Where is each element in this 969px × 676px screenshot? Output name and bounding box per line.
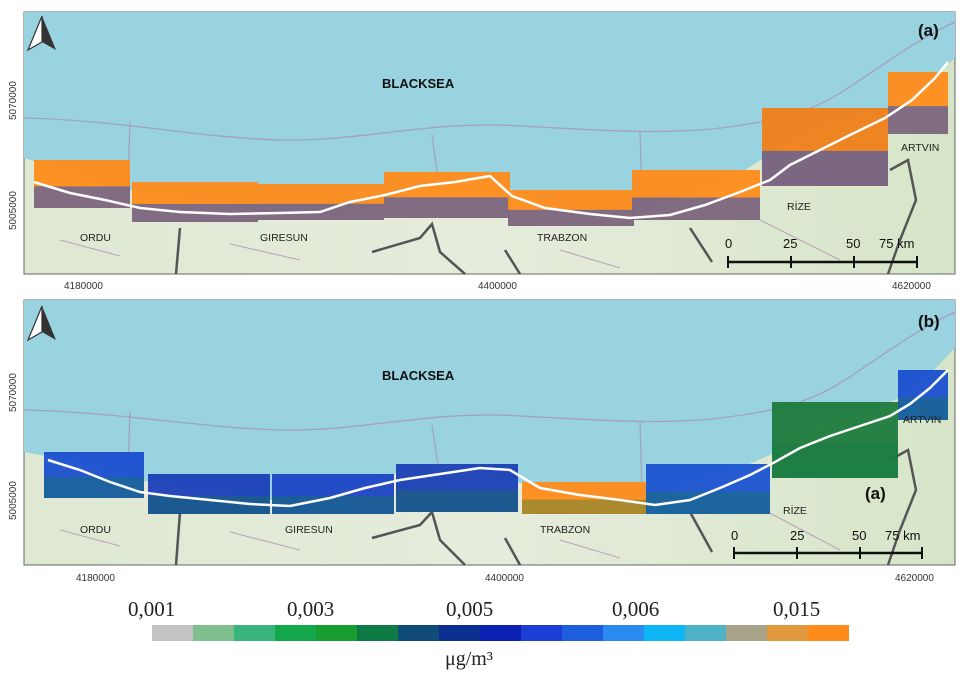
scale-bar-a: 0 25 50 75 km	[725, 236, 918, 268]
concentration-zone	[272, 496, 394, 514]
concentration-zone	[384, 197, 510, 218]
scale-label-25-b: 25	[790, 528, 804, 543]
map-figure: (a) BLACKSEA ORDU GIRESUN TRABZON RİZE A…	[8, 11, 956, 584]
concentration-zone	[762, 150, 888, 186]
legend-swatch	[685, 625, 726, 641]
legend-swatch	[808, 625, 849, 641]
concentration-segment	[148, 474, 270, 514]
x-tick-4400000-a: 4400000	[478, 281, 517, 292]
scale-label-75-a: 75 km	[879, 236, 914, 251]
legend-value-0015: 0,015	[773, 597, 821, 621]
place-rize-b: RİZE	[783, 504, 807, 517]
legend-value-0003: 0,003	[287, 597, 335, 621]
y-tick-5070000-b: 5070000	[8, 373, 19, 412]
place-artvin-a: ARTVIN	[901, 142, 939, 154]
place-trabzon-a: TRABZON	[537, 232, 587, 244]
concentration-segment	[272, 474, 394, 514]
legend-swatch	[480, 625, 521, 641]
legend-value-0001: 0,001	[128, 597, 176, 621]
concentration-segment	[772, 402, 898, 478]
legend-swatch	[767, 625, 808, 641]
map-panel-a: (a) BLACKSEA ORDU GIRESUN TRABZON RİZE A…	[8, 11, 956, 292]
legend-swatch	[234, 625, 275, 641]
legend-swatch	[562, 625, 603, 641]
legend-color-bar	[152, 625, 849, 641]
scale-label-50-b: 50	[852, 528, 866, 543]
overlay-label-b: (a)	[865, 484, 886, 503]
place-ordu-b: ORDU	[80, 524, 111, 536]
y-tick-5005000-a: 5005000	[8, 191, 19, 230]
legend-value-0005: 0,005	[446, 597, 494, 621]
place-giresun-a: GIRESUN	[260, 232, 308, 244]
legend-swatch	[644, 625, 685, 641]
concentration-zone	[34, 186, 130, 208]
y-tick-5005000-b: 5005000	[8, 481, 19, 520]
black-sea-b	[24, 300, 955, 500]
scale-label-0-a: 0	[725, 236, 732, 251]
legend-swatch	[357, 625, 398, 641]
legend-swatch	[726, 625, 767, 641]
concentration-zone	[772, 443, 898, 478]
place-trabzon-b: TRABZON	[540, 524, 590, 536]
concentration-zone	[646, 491, 770, 514]
scale-label-50-a: 50	[846, 236, 860, 251]
concentration-zone	[44, 477, 144, 498]
place-rize-a: RİZE	[787, 200, 811, 213]
legend-swatch	[316, 625, 357, 641]
y-tick-5070000-a: 5070000	[8, 81, 19, 120]
x-tick-4620000-a: 4620000	[892, 281, 931, 292]
x-tick-4400000-b: 4400000	[485, 573, 524, 584]
panel-label-a: (a)	[918, 21, 939, 40]
north-arrow-icon	[26, 15, 56, 52]
x-tick-4620000-b: 4620000	[895, 573, 934, 584]
sea-label-a: BLACKSEA	[382, 76, 455, 91]
legend-swatch	[193, 625, 234, 641]
legend-unit: μg/m³	[445, 648, 493, 670]
scale-label-25-a: 25	[783, 236, 797, 251]
concentration-zone	[508, 209, 634, 226]
black-sea-a	[24, 12, 955, 216]
concentration-segment	[646, 464, 770, 514]
x-tick-4180000-a: 4180000	[64, 281, 103, 292]
concentration-zone	[396, 490, 518, 512]
scale-bar-b: 0 25 50 75 km	[731, 528, 923, 559]
x-tick-4180000-b: 4180000	[76, 573, 115, 584]
legend-swatch	[275, 625, 316, 641]
place-giresun-b: GIRESUN	[285, 524, 333, 536]
sea-label-b: BLACKSEA	[382, 368, 455, 383]
place-ordu-a: ORDU	[80, 232, 111, 244]
legend-swatch	[439, 625, 480, 641]
north-arrow-icon	[26, 305, 56, 342]
legend-swatch	[521, 625, 562, 641]
legend-swatch	[152, 625, 193, 641]
legend-value-0006: 0,006	[612, 597, 660, 621]
panel-label-b: (b)	[918, 312, 940, 331]
place-artvin-b: ARTVIN	[903, 414, 941, 426]
scale-label-0-b: 0	[731, 528, 738, 543]
legend-swatch	[603, 625, 644, 641]
concentration-zone	[148, 496, 270, 514]
legend-swatch	[398, 625, 439, 641]
concentration-zone	[522, 499, 646, 514]
scale-label-75-b: 75 km	[885, 528, 920, 543]
map-panel-b: (b) BLACKSEA (a) ORDU GIRESUN TRABZON Rİ…	[8, 299, 956, 584]
